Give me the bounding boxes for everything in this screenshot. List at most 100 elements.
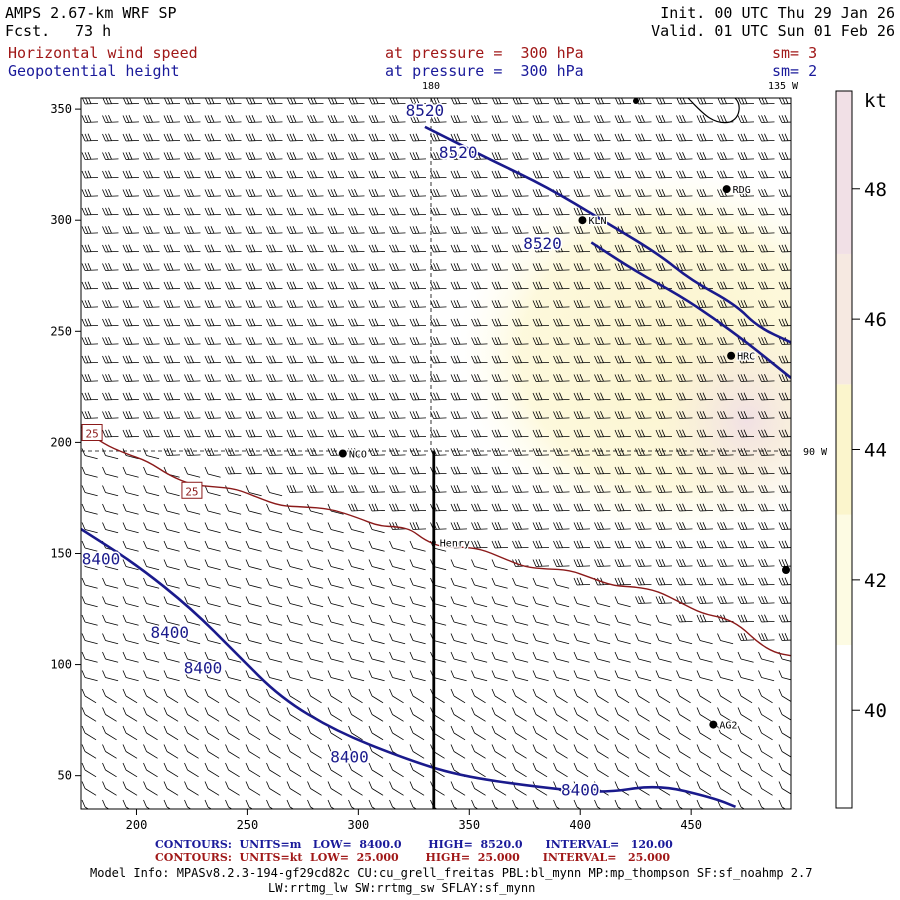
wind-barb: [307, 115, 324, 123]
wind-barb: [143, 189, 160, 197]
wind-barb: [204, 466, 221, 478]
wind-barb: [81, 466, 98, 478]
height-contour-8520m: [590, 241, 791, 379]
wind-barb: [758, 244, 775, 253]
wind-barb: [614, 374, 632, 382]
wind-barb: [389, 133, 406, 142]
height-contour-label: 8400: [82, 550, 121, 569]
wind-barb: [81, 633, 98, 645]
wind-barb: [348, 115, 365, 123]
wind-barb: [594, 762, 609, 778]
wind-barb: [122, 337, 140, 345]
wind-barb: [491, 170, 509, 179]
wind-barb: [286, 725, 302, 741]
wind-barb: [368, 633, 385, 645]
wind-barb: [758, 633, 775, 641]
wind-barb: [143, 670, 160, 682]
wind-barb: [778, 355, 791, 364]
wind-barb: [532, 133, 550, 142]
wind-barb: [696, 503, 714, 512]
wind-barb: [266, 744, 281, 759]
wind-barb: [409, 559, 426, 571]
wind-barb: [307, 688, 322, 704]
wind-barb: [245, 448, 263, 456]
colorbar-band: [836, 91, 852, 254]
wind-barb: [122, 300, 140, 308]
wind-barb: [204, 189, 222, 197]
wind-barb: [758, 170, 775, 179]
wind-barb: [327, 799, 336, 809]
wind-barb: [778, 411, 791, 419]
wind-barb: [573, 207, 591, 216]
wind-barb: [655, 762, 671, 778]
wind-barb: [102, 318, 119, 327]
wind-barb: [409, 337, 427, 345]
wind-barb: [266, 688, 281, 704]
wind-barb: [81, 651, 98, 663]
wind-barb: [348, 263, 365, 271]
wind-barb: [532, 744, 548, 759]
wind-barb: [512, 744, 527, 759]
wind-barb: [143, 522, 160, 534]
wind-barb: [553, 337, 570, 345]
y-tick-label: 100: [50, 658, 72, 672]
wind-barb: [614, 725, 630, 741]
wind-barb: [389, 577, 406, 589]
wind-barb: [286, 688, 302, 704]
wind-barb: [655, 337, 673, 345]
wind-barb: [163, 522, 180, 534]
wind-barb: [184, 707, 199, 722]
wind-barb: [778, 207, 791, 216]
wind-barb: [307, 281, 324, 290]
wind-barb: [594, 170, 611, 179]
wind-barb: [778, 725, 791, 739]
wind-barb: [163, 781, 179, 796]
wind-barb: [491, 392, 509, 401]
wind-barb: [573, 651, 590, 663]
wind-barb: [594, 614, 611, 626]
wind-barb: [676, 799, 684, 809]
wind-barb: [430, 133, 447, 142]
wind-barb: [635, 596, 652, 604]
wind-barb: [204, 226, 222, 234]
wind-barb: [389, 115, 406, 123]
wind-barb: [778, 688, 791, 702]
wind-barb: [450, 170, 468, 179]
wind-barb: [696, 485, 714, 493]
wind-barb: [348, 633, 365, 645]
wind-barb: [409, 688, 425, 704]
wind-barb: [717, 540, 734, 549]
wind-barb: [327, 559, 344, 571]
wind-barb: [696, 466, 714, 475]
valid-time: Valid. 01 UTC Sun 01 Feb 26: [651, 22, 895, 40]
wind-barb: [778, 485, 791, 493]
wind-barb: [389, 781, 404, 796]
wind-barb: [696, 448, 714, 456]
wind-barb: [491, 429, 509, 438]
wind-barb: [676, 318, 693, 327]
wind-barb: [81, 226, 99, 234]
wind-barb: [676, 707, 691, 722]
wind-barb: [430, 281, 447, 290]
wind-barb: [450, 411, 468, 419]
wind-barb: [286, 133, 304, 142]
wind-barb: [143, 540, 160, 552]
wind-barb: [532, 670, 549, 682]
wind-barb: [676, 559, 693, 567]
wind-barb: [614, 207, 632, 216]
wind-barb: [122, 781, 138, 796]
wind-barb: [778, 300, 791, 308]
wind-barb: [676, 522, 693, 530]
wind-barb: [737, 577, 755, 586]
wind-barb: [717, 337, 734, 345]
wind-barb: [471, 781, 486, 796]
wind-barb: [204, 633, 221, 645]
wind-barb: [471, 244, 488, 253]
wind-barb: [553, 614, 570, 626]
wind-barb: [348, 318, 365, 327]
wind-barb: [389, 651, 406, 663]
wind-barb: [81, 577, 98, 589]
field2-name: Geopotential height: [8, 62, 180, 80]
wind-barb: [635, 466, 652, 475]
wind-barb: [491, 485, 509, 493]
